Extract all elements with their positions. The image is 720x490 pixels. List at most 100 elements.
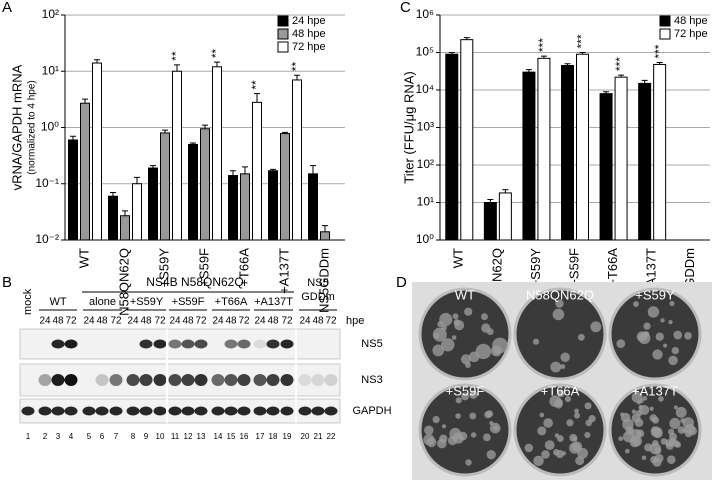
error-bar [656, 62, 663, 65]
band [311, 374, 325, 386]
plaque [469, 412, 477, 420]
plaque [575, 456, 585, 466]
error-bar [603, 91, 610, 94]
plaque [554, 398, 563, 407]
plaque [657, 427, 662, 433]
lane-number: 21 [314, 432, 323, 441]
bar [172, 70, 182, 241]
bar [240, 173, 250, 241]
lane-number: 5 [87, 432, 92, 441]
plaque [572, 436, 578, 442]
plaque [629, 436, 640, 448]
time-label: 48 [182, 316, 194, 327]
y-tick-label: 10⁵ [416, 45, 434, 59]
error-bar [525, 69, 532, 73]
plaque [469, 390, 478, 399]
plaque [675, 442, 680, 447]
error-bar [162, 129, 168, 133]
lane-number: 3 [56, 432, 61, 441]
plaque [574, 412, 581, 419]
lane-number: 17 [256, 432, 265, 441]
plaque [455, 413, 461, 419]
plaque [539, 412, 545, 418]
plaque [544, 440, 555, 451]
band [139, 374, 153, 386]
plaque [663, 343, 668, 348]
time-label: 24 [83, 316, 95, 327]
error-bar [122, 210, 128, 216]
plaque [675, 406, 687, 418]
plaque [668, 320, 673, 325]
plate-label: +T66A [541, 383, 580, 398]
significance-label: *** [652, 44, 666, 58]
legend-label: 48 hpe [292, 28, 326, 40]
plate [608, 287, 702, 381]
error-bar [322, 225, 328, 232]
plaque [537, 426, 547, 436]
plaque [557, 389, 565, 398]
plaque [636, 400, 641, 405]
lane-number: 16 [240, 432, 249, 441]
x-tick-label: +T66A [605, 248, 620, 287]
band [153, 406, 167, 416]
plaque [550, 361, 562, 373]
group-label: +S59Y [130, 296, 164, 308]
plaque [574, 408, 579, 414]
bar [576, 53, 589, 241]
plaque [649, 442, 662, 455]
y-axis-label: vRNA/GAPDH mRNA [9, 64, 24, 190]
group-label: WT [49, 296, 66, 308]
band [38, 406, 52, 416]
band [253, 374, 267, 386]
mock-label: mock [22, 288, 34, 315]
lane-number: 1 [26, 432, 31, 441]
time-label: 72 [281, 316, 293, 327]
plaque [660, 318, 665, 323]
bar [445, 53, 459, 241]
bar [522, 71, 536, 241]
bar [599, 93, 613, 241]
time-label: 24 [212, 316, 224, 327]
y-tick-label: 10³ [417, 120, 434, 134]
lane-number: 18 [269, 432, 278, 441]
plaque [465, 459, 472, 466]
lane-number: 8 [131, 432, 136, 441]
plaque [541, 450, 550, 459]
plaque [470, 432, 477, 438]
plaque [439, 312, 453, 327]
y-tick-label: 10¹ [417, 195, 434, 209]
significance-label: *** [536, 38, 550, 52]
time-label: 24 [127, 316, 139, 327]
plaque [684, 331, 692, 340]
band [139, 406, 153, 416]
lane-number: 22 [327, 432, 336, 441]
band [168, 339, 182, 349]
time-label: 48 [312, 316, 324, 327]
significance-label: ** [209, 49, 223, 59]
plaque [447, 435, 458, 446]
plaque [437, 438, 447, 449]
plaque [577, 333, 585, 341]
band [324, 374, 338, 386]
band [95, 406, 109, 416]
time-label: 72 [65, 316, 77, 327]
plaque [461, 392, 470, 401]
band [181, 406, 195, 416]
band [38, 374, 52, 386]
plaque [639, 405, 650, 415]
panel-letter: D [396, 274, 407, 291]
bar [132, 183, 142, 241]
plaque [486, 410, 494, 418]
error-bar [94, 59, 100, 64]
plaque [561, 451, 567, 456]
x-tick-label: +S59Y [156, 248, 171, 288]
plate-label: N58QN62Q [526, 287, 594, 302]
plaque [642, 395, 648, 401]
plaque [633, 301, 639, 307]
plaque [566, 419, 574, 427]
bar [200, 128, 210, 241]
lane-number: 14 [214, 432, 223, 441]
plaque [533, 455, 544, 467]
band [253, 339, 267, 349]
y-tick-label: 10⁶ [416, 7, 434, 21]
